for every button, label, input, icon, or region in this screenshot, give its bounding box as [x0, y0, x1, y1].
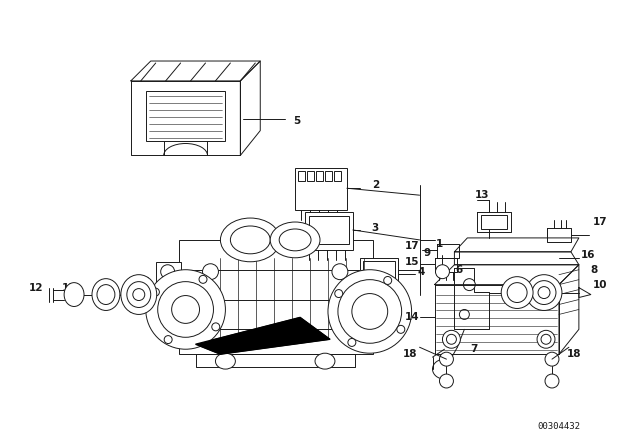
- Text: 15: 15: [404, 257, 419, 267]
- Text: 13: 13: [474, 190, 489, 200]
- Bar: [481, 215, 507, 229]
- Text: 6: 6: [456, 265, 463, 275]
- Bar: [298, 171, 305, 181]
- Ellipse shape: [220, 218, 280, 262]
- Ellipse shape: [270, 222, 320, 258]
- Ellipse shape: [212, 323, 220, 331]
- Text: 17: 17: [404, 241, 419, 251]
- Bar: [363, 261, 395, 284]
- Text: 8: 8: [591, 265, 598, 275]
- Bar: [307, 171, 314, 181]
- Ellipse shape: [440, 374, 453, 388]
- Ellipse shape: [127, 282, 151, 307]
- Text: 12: 12: [29, 283, 44, 293]
- Text: 7: 7: [470, 344, 478, 354]
- Text: 10: 10: [100, 283, 115, 293]
- Ellipse shape: [97, 284, 115, 305]
- Bar: [334, 171, 341, 181]
- Text: 16: 16: [581, 250, 595, 260]
- Text: 1: 1: [435, 239, 443, 249]
- Text: 00304432: 00304432: [538, 422, 580, 431]
- Ellipse shape: [460, 310, 469, 319]
- Text: 14: 14: [404, 312, 419, 323]
- Ellipse shape: [463, 279, 476, 291]
- Ellipse shape: [545, 352, 559, 366]
- Ellipse shape: [435, 265, 449, 279]
- Ellipse shape: [545, 374, 559, 388]
- Ellipse shape: [537, 330, 555, 348]
- Ellipse shape: [146, 270, 225, 349]
- Bar: [360, 258, 397, 289]
- Ellipse shape: [338, 280, 402, 343]
- Text: 10: 10: [593, 280, 607, 289]
- Text: 4: 4: [417, 267, 425, 277]
- Ellipse shape: [152, 288, 159, 296]
- Ellipse shape: [328, 270, 412, 353]
- Text: 17: 17: [593, 217, 607, 227]
- Text: 5: 5: [293, 116, 300, 125]
- Ellipse shape: [332, 264, 348, 280]
- Text: 18: 18: [567, 349, 581, 359]
- Ellipse shape: [442, 330, 460, 348]
- Ellipse shape: [161, 265, 175, 279]
- Text: 18: 18: [403, 349, 417, 359]
- Bar: [156, 262, 180, 282]
- Ellipse shape: [532, 280, 556, 305]
- Ellipse shape: [199, 276, 207, 283]
- Bar: [146, 91, 225, 141]
- Ellipse shape: [440, 352, 453, 366]
- Ellipse shape: [526, 275, 562, 310]
- Text: 2: 2: [372, 180, 379, 190]
- Bar: [295, 168, 347, 210]
- Bar: [325, 171, 332, 181]
- Ellipse shape: [216, 353, 236, 369]
- Ellipse shape: [157, 282, 214, 337]
- Bar: [309, 216, 349, 244]
- Ellipse shape: [397, 325, 405, 333]
- Ellipse shape: [64, 283, 84, 306]
- Ellipse shape: [315, 353, 335, 369]
- Text: 3: 3: [372, 223, 379, 233]
- Ellipse shape: [348, 338, 356, 346]
- Ellipse shape: [447, 334, 456, 344]
- Ellipse shape: [92, 279, 120, 310]
- Ellipse shape: [541, 334, 551, 344]
- Ellipse shape: [202, 264, 218, 280]
- Ellipse shape: [384, 276, 392, 284]
- Ellipse shape: [501, 277, 533, 309]
- Ellipse shape: [121, 275, 157, 314]
- Ellipse shape: [507, 283, 527, 302]
- Polygon shape: [196, 318, 330, 354]
- Text: 11: 11: [62, 283, 76, 293]
- Bar: [179, 240, 372, 354]
- Bar: [305, 212, 353, 250]
- Bar: [316, 171, 323, 181]
- Ellipse shape: [335, 289, 343, 297]
- Ellipse shape: [164, 336, 172, 344]
- Text: 9: 9: [424, 248, 431, 258]
